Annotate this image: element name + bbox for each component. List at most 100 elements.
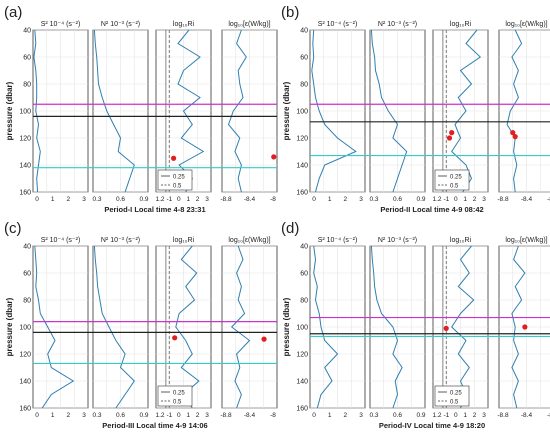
y-axis-label: pressure (dbar) — [5, 81, 14, 140]
legend: 0.25 0.5 — [434, 385, 470, 407]
subplot-title: log₁₀Ri — [173, 21, 195, 28]
x-tick-label: 3 — [359, 196, 363, 203]
subplot-title: log₁₀Ri — [450, 237, 472, 244]
legend-label: 0.25 — [450, 175, 462, 181]
x-tick-label: 1 — [186, 196, 190, 203]
y-axis-label: pressure (dbar) — [282, 81, 291, 140]
x-tick-label: 0.3 — [369, 412, 378, 419]
x-tick-label: -8 — [547, 196, 550, 203]
x-tick-label: 1 — [51, 412, 55, 419]
x-tick-label: -1 — [444, 196, 450, 203]
y-tick-label: 80 — [300, 298, 308, 305]
subplot-3: log₁₀Ri 1.2 -1 0 1 2 3 0.25 0.5 — [432, 237, 489, 419]
x-tick-label: 1.2 — [155, 412, 164, 419]
subplot-1: S² 10⁻⁴ (s⁻²) 0 1 2 3 — [309, 237, 366, 419]
subplot-3: log₁₀Ri 1.2 -1 0 1 2 3 0.25 0.5 — [155, 21, 212, 203]
panel-caption: Period-IV Local time 4-9 18:20 — [379, 421, 485, 430]
x-tick-label: -8.8 — [220, 412, 232, 419]
x-tick-label: 0.3 — [369, 196, 378, 203]
series-line — [227, 29, 247, 193]
x-tick-label: -8.4 — [521, 196, 533, 203]
marker-point — [446, 135, 453, 141]
x-tick-label: -1 — [444, 412, 450, 419]
panel-label: (d) — [281, 220, 299, 237]
marker-point — [271, 154, 277, 160]
x-tick-label: -8.8 — [497, 412, 509, 419]
legend-label: 0.5 — [450, 184, 459, 190]
subplot-2: N² 10⁻³ (s⁻²) 0.3 0.6 0.9 — [92, 237, 148, 419]
y-tick-label: 140 — [19, 163, 31, 170]
y-tick-label: 120 — [19, 352, 31, 359]
y-tick-label: 60 — [300, 271, 308, 278]
marker-point — [443, 325, 449, 331]
x-tick-label: -8 — [547, 412, 550, 419]
subplot-title: S² 10⁻⁴ (s⁻²) — [318, 237, 358, 244]
y-tick-label: 60 — [300, 55, 308, 62]
panel-label: (b) — [281, 4, 299, 21]
x-tick-label: 2 — [344, 412, 348, 419]
series-line — [175, 245, 200, 409]
x-tick-label: -8 — [270, 412, 276, 419]
subplot-3: log₁₀Ri 1.2 -1 0 1 2 3 0.25 0.5 — [155, 237, 212, 419]
y-tick-label: 40 — [23, 244, 31, 251]
x-tick-label: 3 — [359, 412, 363, 419]
y-tick-label: 40 — [300, 28, 308, 35]
x-tick-label: 0.6 — [393, 196, 402, 203]
x-tick-label: 1 — [328, 412, 332, 419]
x-tick-label: 1.2 — [432, 196, 441, 203]
y-tick-label: 160 — [296, 406, 308, 413]
x-tick-label: 3 — [482, 196, 486, 203]
x-tick-label: 2 — [344, 196, 348, 203]
series-line — [451, 29, 482, 193]
x-tick-label: 0 — [35, 196, 39, 203]
subplot-title: N² 10⁻³ (s⁻²) — [101, 21, 140, 28]
subplot-title: log₁₀[ε(W/kg)] — [505, 237, 547, 244]
marker-point — [261, 336, 267, 342]
x-tick-label: 0.9 — [139, 196, 148, 203]
subplot-1: S² 10⁻⁴ (s⁻²) 0 1 2 3 — [32, 21, 89, 203]
y-tick-label: 100 — [296, 325, 308, 332]
y-tick-label: 100 — [19, 109, 31, 116]
x-tick-label: 1 — [186, 412, 190, 419]
series-line — [370, 245, 403, 409]
x-tick-label: 1.2 — [155, 196, 164, 203]
x-tick-label: 0 — [454, 412, 458, 419]
x-tick-label: -8.8 — [497, 196, 509, 203]
legend-label: 0.25 — [173, 391, 185, 397]
subplot-title: S² 10⁻⁴ (s⁻²) — [41, 237, 81, 244]
marker-point — [522, 324, 528, 330]
subplot-4: log₁₀[ε(W/kg)] -8.8 -8.4 -8 — [220, 21, 278, 203]
x-tick-label: 0.3 — [92, 412, 101, 419]
series-line — [451, 245, 475, 409]
x-tick-label: 0.6 — [116, 412, 125, 419]
series-line — [33, 29, 41, 193]
panel-caption: Period-III Local time 4-9 14:06 — [102, 421, 207, 430]
marker-point — [171, 155, 177, 161]
x-tick-label: 0.9 — [416, 412, 425, 419]
x-tick-label: 0.6 — [393, 412, 402, 419]
panel-caption: Period-I Local time 4-8 23:31 — [104, 205, 205, 214]
x-tick-label: 2 — [67, 196, 71, 203]
series-line — [311, 29, 357, 193]
y-tick-label: 40 — [23, 28, 31, 35]
subplot-title: N² 10⁻³ (s⁻²) — [101, 237, 140, 244]
x-tick-label: 0 — [177, 196, 181, 203]
legend-label: 0.25 — [173, 175, 185, 181]
y-tick-label: 120 — [296, 136, 308, 143]
marker-point — [172, 335, 178, 341]
x-tick-label: 0 — [177, 412, 181, 419]
x-tick-label: -8.4 — [244, 412, 256, 419]
x-tick-label: 2 — [196, 196, 200, 203]
x-tick-label: 2 — [67, 412, 71, 419]
y-tick-label: 80 — [300, 82, 308, 89]
subplot-title: log₁₀[ε(W/kg)] — [505, 21, 547, 28]
legend-label: 0.5 — [173, 184, 182, 190]
legend-label: 0.5 — [173, 400, 182, 406]
x-tick-label: 1 — [463, 412, 467, 419]
subplot-2: N² 10⁻³ (s⁻²) 0.3 0.6 0.9 — [369, 21, 425, 203]
legend-label: 0.5 — [450, 400, 459, 406]
